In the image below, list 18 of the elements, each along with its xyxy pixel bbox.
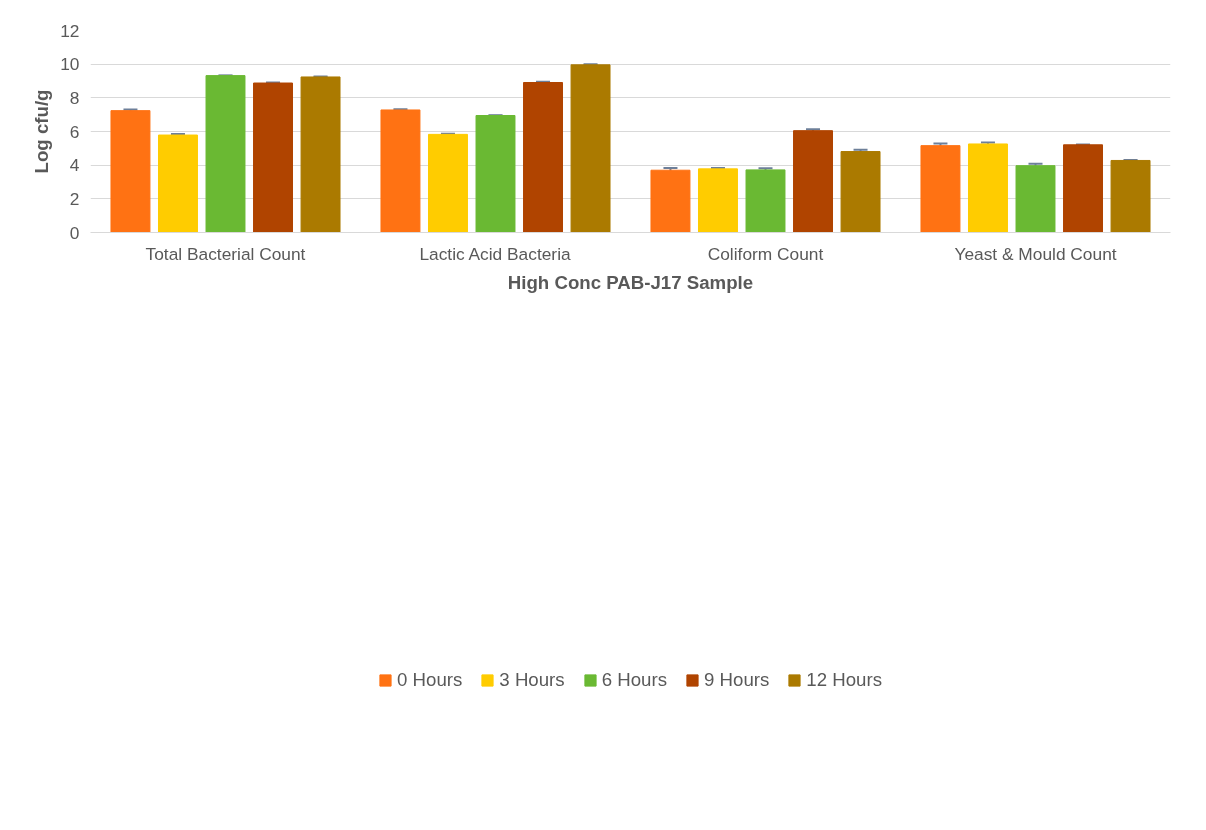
- x-tick-label: Total Bacterial Count: [145, 243, 306, 264]
- y-tick-label: 12: [60, 20, 80, 41]
- y-tick-label: 2: [69, 188, 80, 209]
- legend-label: 3 Hours: [499, 668, 565, 691]
- legend-label: 6 Hours: [601, 668, 667, 691]
- y-tick-label: 0: [69, 222, 80, 243]
- legend-label: 0 Hours: [396, 668, 463, 691]
- y-tick-label: 6: [69, 121, 80, 142]
- x-tick-label: Yeast & Mould Count: [954, 243, 1117, 264]
- y-tick-label: 10: [60, 54, 80, 75]
- x-tick-label: Lactic Acid Bacteria: [419, 243, 571, 264]
- x-tick-label: Coliform Count: [707, 243, 824, 264]
- y-tick-label: 8: [69, 87, 80, 108]
- legend-label: 12 Hours: [806, 668, 883, 691]
- y-tick-label: 4: [69, 155, 80, 176]
- x-axis-title: High Conc PAB-J17 Sample: [507, 271, 754, 293]
- y-axis-title: Log cfu/g: [31, 89, 53, 174]
- legend-label: 9 Hours: [703, 668, 770, 691]
